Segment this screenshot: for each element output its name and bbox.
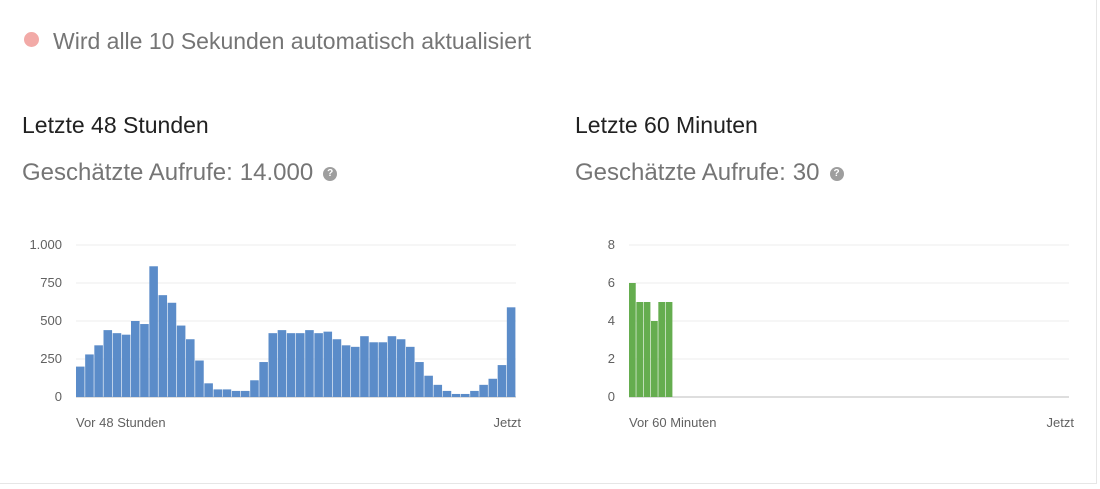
bar[interactable] <box>121 334 131 397</box>
y-tick-label: 0 <box>55 389 62 404</box>
bar[interactable] <box>415 362 424 397</box>
panel-title: Letzte 48 Stunden <box>22 112 209 138</box>
bar[interactable] <box>176 325 186 397</box>
bar[interactable] <box>296 333 305 397</box>
bar[interactable] <box>259 362 268 397</box>
bar[interactable] <box>406 346 415 397</box>
panel-title: Letzte 60 Minuten <box>575 112 758 138</box>
y-tick-label: 6 <box>608 275 615 290</box>
y-tick-label: 500 <box>40 313 62 328</box>
bar[interactable] <box>204 383 213 397</box>
y-tick-label: 1.000 <box>29 237 62 252</box>
bar[interactable] <box>433 384 443 397</box>
bar[interactable] <box>94 345 103 397</box>
metric-value: 14.000 <box>239 159 314 186</box>
x-start-label: Vor 48 Stunden <box>76 415 166 430</box>
panel-60-minutes: Letzte 60 Minuten Geschätzte Aufrufe: 30… <box>575 110 1095 430</box>
bar[interactable] <box>158 295 168 397</box>
bar[interactable] <box>665 302 673 397</box>
bar[interactable] <box>277 330 287 397</box>
bar[interactable] <box>112 333 122 397</box>
bar[interactable] <box>213 389 223 397</box>
status-dot-icon <box>24 32 39 47</box>
bar[interactable] <box>658 302 666 397</box>
views-48h-chart: 0 250 500 750 1.000 Vor 48 Stunden Jetzt <box>29 237 522 430</box>
bar[interactable] <box>351 346 360 397</box>
x-end-label: Jetzt <box>1047 415 1075 430</box>
estimated-views: Geschätzte Aufrufe: 14.000 ? <box>22 156 542 190</box>
bar[interactable] <box>140 324 149 397</box>
views-60m-chart: 0 2 4 6 8 Vor 60 Minuten Jetzt <box>608 237 1075 430</box>
bar[interactable] <box>651 321 658 397</box>
bar[interactable] <box>341 345 351 397</box>
y-tick-label: 250 <box>40 351 62 366</box>
bar[interactable] <box>488 378 498 397</box>
bar[interactable] <box>369 342 378 397</box>
bar[interactable] <box>451 393 461 397</box>
y-tick-label: 0 <box>608 389 615 404</box>
y-tick-label: 4 <box>608 313 615 328</box>
bar[interactable] <box>629 283 636 397</box>
bar[interactable] <box>323 331 333 397</box>
panel-48-hours: Letzte 48 Stunden Geschätzte Aufrufe: 14… <box>22 110 542 430</box>
bar[interactable] <box>506 307 516 397</box>
bar[interactable] <box>314 333 323 397</box>
bar[interactable] <box>497 365 507 397</box>
bar[interactable] <box>103 330 113 397</box>
bar[interactable] <box>131 321 140 397</box>
bar[interactable] <box>470 390 479 397</box>
bar[interactable] <box>360 336 369 397</box>
status-text: Wird alle 10 Sekunden automatisch aktual… <box>53 28 532 54</box>
bar[interactable] <box>186 339 195 397</box>
estimated-views: Geschätzte Aufrufe: 30 ? <box>575 156 1095 190</box>
bar[interactable] <box>241 390 250 397</box>
bar[interactable] <box>643 302 651 397</box>
bar[interactable] <box>149 266 158 397</box>
x-end-label: Jetzt <box>494 415 522 430</box>
y-tick-label: 8 <box>608 237 615 252</box>
bar[interactable] <box>231 390 241 397</box>
metric-label: Geschätzte Aufrufe: <box>22 159 233 186</box>
bar[interactable] <box>268 333 278 397</box>
bar[interactable] <box>76 366 85 397</box>
bar[interactable] <box>461 393 470 397</box>
bar[interactable] <box>222 389 232 397</box>
bar[interactable] <box>378 342 388 397</box>
bar[interactable] <box>250 380 259 397</box>
bar[interactable] <box>396 339 406 397</box>
metric-value: 30 <box>792 159 820 186</box>
bar[interactable] <box>636 302 644 397</box>
metric-label: Geschätzte Aufrufe: <box>575 159 786 186</box>
bar[interactable] <box>85 354 94 397</box>
bar[interactable] <box>195 360 204 397</box>
bar[interactable] <box>424 375 433 397</box>
y-tick-label: 2 <box>608 351 615 366</box>
question-circle-icon[interactable]: ? <box>323 167 338 181</box>
auto-refresh-status: Wird alle 10 Sekunden automatisch aktual… <box>24 28 531 55</box>
y-tick-label: 750 <box>40 275 62 290</box>
x-start-label: Vor 60 Minuten <box>629 415 716 430</box>
bar[interactable] <box>332 339 342 397</box>
bar[interactable] <box>442 390 452 397</box>
bar[interactable] <box>167 302 177 397</box>
bar[interactable] <box>305 330 314 397</box>
bar[interactable] <box>479 384 488 397</box>
bar[interactable] <box>286 333 296 397</box>
question-circle-icon[interactable]: ? <box>829 167 844 181</box>
bar[interactable] <box>387 336 397 397</box>
